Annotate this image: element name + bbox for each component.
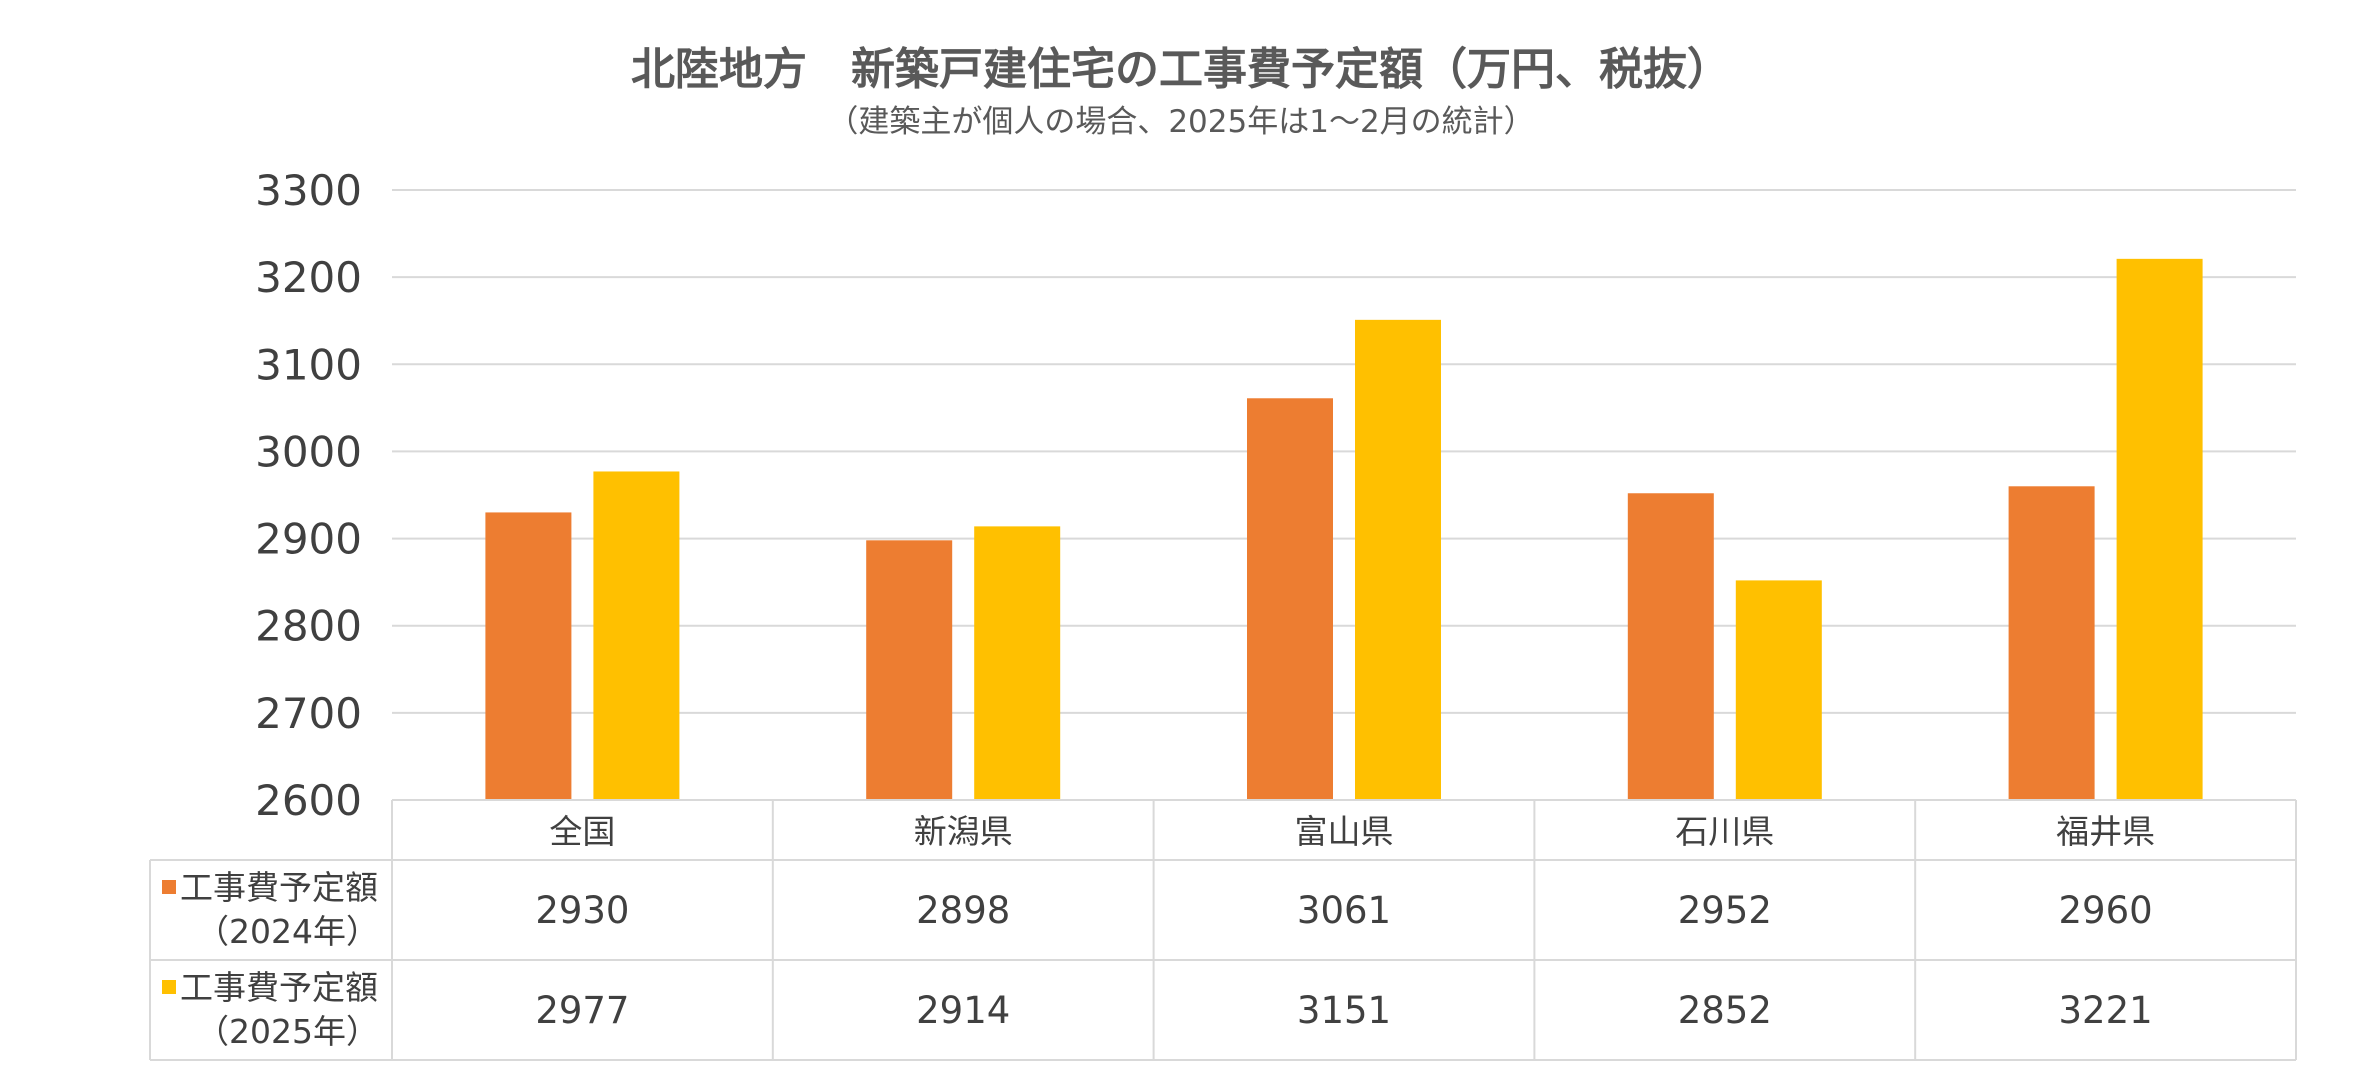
y-tick-label: 2800 bbox=[255, 602, 362, 651]
series-label: 工事費予定額 bbox=[180, 868, 378, 907]
series-label: 工事費予定額 bbox=[180, 968, 378, 1007]
bar-2025 bbox=[2116, 258, 2203, 800]
table-value: 3221 bbox=[2059, 989, 2153, 1032]
chart-subtitle: （建築主が個人の場合、2025年は1～2月の統計） bbox=[827, 104, 1534, 140]
y-tick-label: 2700 bbox=[255, 689, 362, 738]
y-tick-label: 2600 bbox=[255, 776, 362, 825]
bar-2024 bbox=[485, 512, 572, 800]
bar-2025 bbox=[1735, 580, 1822, 800]
table-value: 2952 bbox=[1678, 889, 1772, 932]
category-label: 全国 bbox=[549, 812, 615, 851]
category-label: 福井県 bbox=[2056, 812, 2155, 851]
legend-key bbox=[162, 980, 176, 994]
bar-2024 bbox=[1627, 493, 1714, 800]
bar-2025 bbox=[593, 471, 680, 800]
bar-2024 bbox=[2008, 486, 2095, 800]
y-tick-label: 3300 bbox=[255, 166, 362, 215]
y-tick-label: 3200 bbox=[255, 253, 362, 302]
bar-2025 bbox=[1355, 319, 1441, 800]
y-tick-label: 3000 bbox=[255, 427, 362, 476]
chart-title: 北陸地方 新築戸建住宅の工事費予定額（万円、税抜） bbox=[631, 44, 1731, 95]
series-label: （2025年） bbox=[196, 1012, 379, 1051]
table-value: 3061 bbox=[1297, 889, 1391, 932]
category-label: 新潟県 bbox=[914, 812, 1013, 851]
bar-2025 bbox=[974, 526, 1061, 800]
category-label: 富山県 bbox=[1295, 812, 1394, 851]
table-value: 3151 bbox=[1297, 989, 1391, 1032]
category-label: 石川県 bbox=[1675, 812, 1774, 851]
table-value: 2852 bbox=[1678, 989, 1772, 1032]
y-tick-label: 2900 bbox=[255, 515, 362, 564]
table-value: 2960 bbox=[2059, 889, 2153, 932]
series-label: （2024年） bbox=[196, 912, 379, 951]
table-value: 2914 bbox=[916, 989, 1010, 1032]
legend-key bbox=[162, 880, 176, 894]
table-value: 2930 bbox=[535, 889, 629, 932]
bar-2024 bbox=[866, 540, 953, 800]
table-value: 2977 bbox=[535, 989, 629, 1032]
bar-2024 bbox=[1247, 398, 1333, 800]
table-value: 2898 bbox=[916, 889, 1010, 932]
y-tick-label: 3100 bbox=[255, 340, 362, 389]
